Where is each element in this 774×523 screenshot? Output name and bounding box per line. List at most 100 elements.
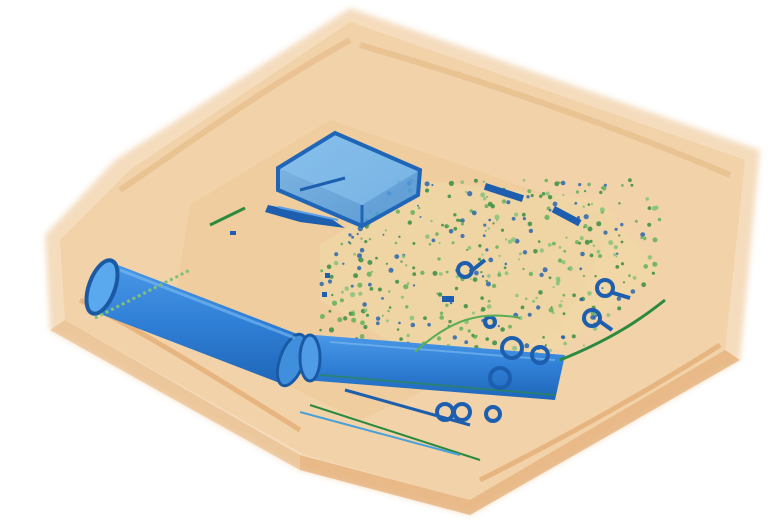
mesh-speckle [400, 260, 403, 263]
mesh-speckle [388, 306, 392, 309]
mesh-speckle [524, 343, 530, 349]
mesh-speckle [395, 279, 400, 284]
mesh-speckle [486, 195, 489, 198]
mesh-speckle [652, 237, 658, 243]
mesh-speckle [473, 178, 478, 183]
mesh-speckle [340, 290, 344, 294]
mesh-speckle [587, 203, 591, 206]
mesh-speckle [603, 230, 608, 235]
mesh-speckle [525, 297, 528, 300]
mesh-speckle [606, 313, 611, 318]
mesh-speckle [555, 281, 560, 286]
mesh-speckle [363, 308, 368, 313]
mesh-speckle [652, 261, 658, 267]
mesh-speckle [394, 254, 400, 259]
mesh-speckle [388, 290, 391, 293]
mesh-speckle [368, 282, 372, 287]
mesh-speckle [601, 287, 604, 290]
mesh-speckle [478, 244, 482, 248]
mesh-speckle [615, 255, 618, 258]
mesh-speckle [419, 216, 422, 218]
mesh-speckle [357, 253, 362, 259]
mesh-speckle [401, 254, 406, 259]
mesh-speckle [539, 194, 543, 198]
mesh-speckle [562, 193, 565, 197]
mesh-speckle [526, 195, 530, 199]
cylinder-bottle [84, 258, 309, 388]
mesh-speckle [350, 292, 356, 298]
mesh-speckle [480, 271, 483, 274]
cylinder-umbrella [298, 333, 565, 400]
mesh-speckle [552, 241, 556, 246]
mesh-speckle [547, 195, 553, 200]
mesh-speckle [533, 249, 538, 254]
mesh-speckle [425, 234, 430, 239]
mesh-speckle [344, 286, 350, 291]
mesh-speckle [492, 222, 495, 225]
mesh-speckle [385, 262, 388, 265]
mesh-speckle [615, 265, 620, 269]
mesh-speckle [475, 334, 478, 337]
keys-cluster [435, 258, 631, 423]
mesh-speckle [548, 276, 552, 280]
mesh-speckle [657, 217, 662, 222]
mesh-speckle [460, 233, 465, 239]
mesh-speckle [388, 267, 394, 273]
mesh-speckle [545, 191, 550, 196]
mesh-speckle [522, 178, 526, 182]
mesh-speckle [579, 267, 583, 271]
mesh-speckle [412, 266, 416, 270]
mesh-speckle [608, 240, 614, 246]
mesh-speckle [375, 316, 381, 321]
mesh-speckle [365, 313, 370, 317]
mesh-speckle [599, 190, 603, 195]
mesh-speckle [339, 298, 344, 303]
mesh-speckle [640, 232, 646, 238]
mesh-speckle [418, 206, 421, 210]
mesh-speckle [485, 337, 490, 341]
mesh-speckle [366, 271, 372, 277]
mesh-speckle [535, 296, 538, 300]
mesh-speckle [548, 307, 554, 313]
mesh-pocket [319, 178, 662, 361]
mesh-speckle [449, 301, 453, 305]
mesh-speckle [337, 317, 343, 323]
mesh-speckle [350, 284, 354, 288]
mesh-speckle [356, 232, 359, 236]
mesh-speckle [431, 183, 434, 187]
mesh-speckle [427, 322, 431, 327]
mesh-speckle [504, 271, 509, 276]
mesh-speckle [603, 183, 607, 187]
mesh-speckle [645, 197, 649, 201]
mesh-speckle [584, 239, 590, 245]
mesh-speckle [542, 336, 545, 339]
mesh-speckle [558, 303, 563, 308]
mesh-speckle [574, 201, 578, 205]
mesh-speckle [497, 272, 502, 277]
mesh-speckle [319, 314, 325, 319]
mesh-speckle [618, 234, 621, 237]
mesh-speckle [327, 279, 333, 284]
mesh-speckle [412, 272, 417, 276]
mesh-speckle [628, 178, 632, 183]
mesh-speckle [647, 206, 652, 211]
mesh-speckle [460, 180, 465, 185]
mesh-speckle [417, 204, 419, 207]
mesh-speckle [351, 317, 357, 323]
mesh-speckle [618, 202, 621, 205]
mesh-speckle [587, 182, 591, 187]
mesh-speckle [480, 296, 484, 300]
mesh-speckle [334, 252, 339, 257]
mesh-speckle [480, 307, 486, 312]
mesh-speckle [319, 328, 322, 332]
mesh-speckle [464, 340, 469, 345]
mesh-speckle [521, 212, 526, 217]
mesh-speckle [490, 204, 495, 209]
mesh-speckle [503, 266, 507, 270]
mesh-speckle [477, 257, 482, 261]
mesh-speckle [492, 340, 498, 346]
mesh-speckle [460, 218, 465, 223]
mesh-speckle [554, 181, 560, 187]
mesh-speckle [428, 243, 432, 246]
